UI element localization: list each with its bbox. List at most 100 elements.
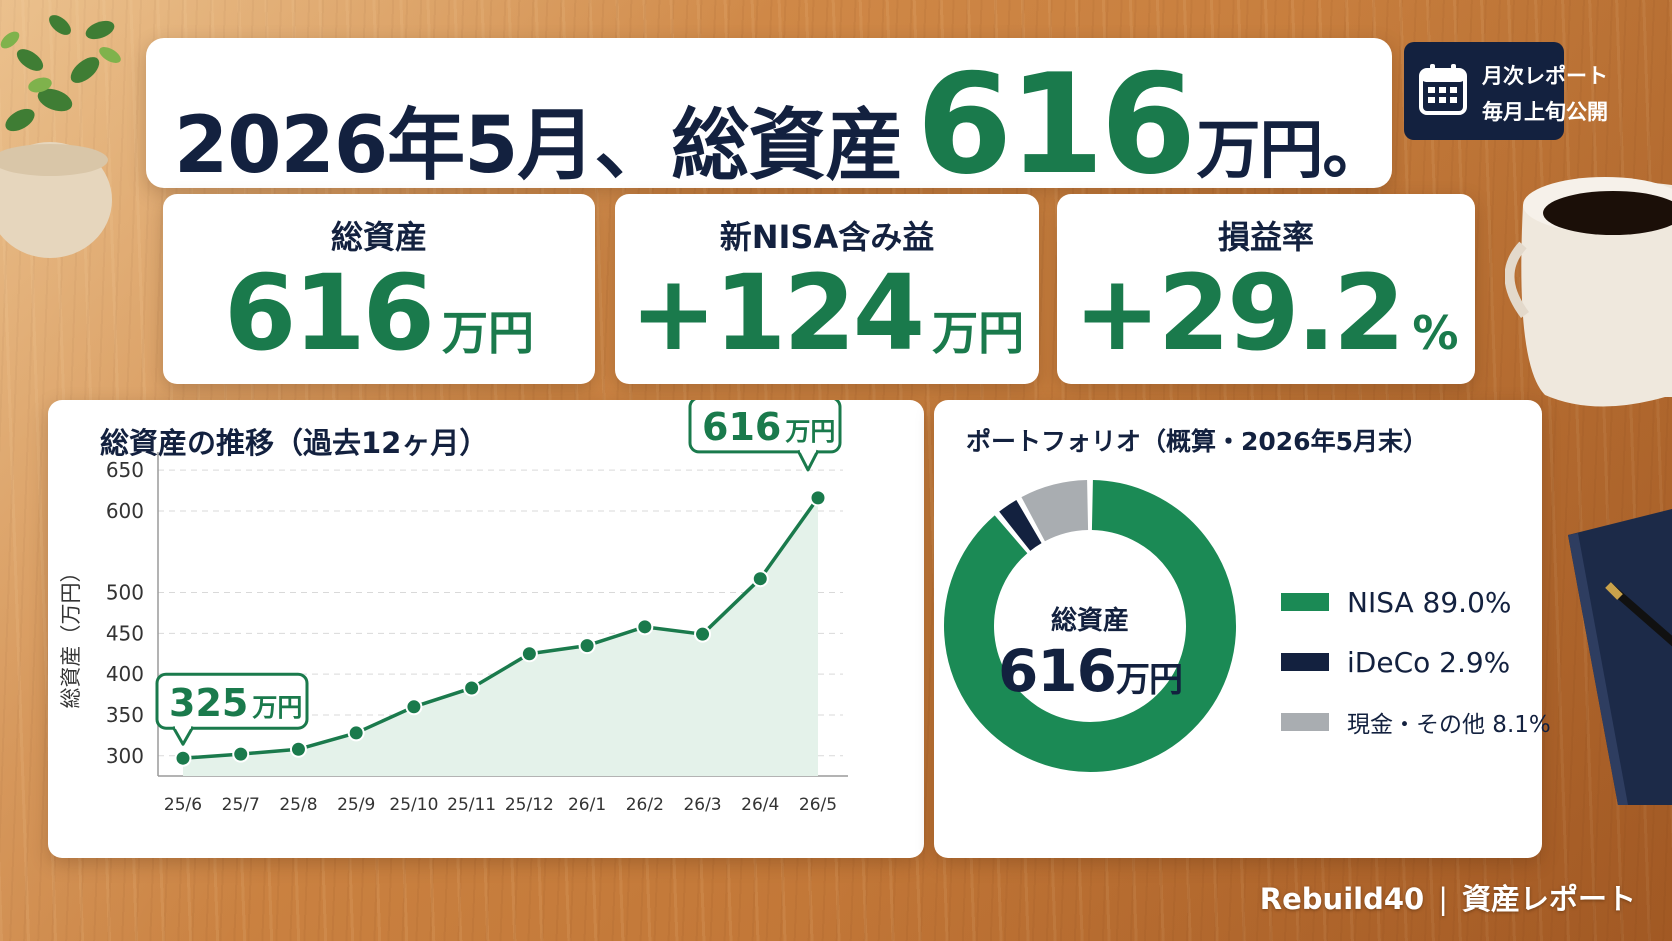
asset-trend-chart: 総資産（万円） 300 350 400 450 500 600 650 25/6 25/7 25/8… bbox=[59, 400, 848, 815]
callout-unit: 万円 bbox=[252, 693, 302, 722]
y-tick-label: 450 bbox=[106, 621, 144, 645]
data-point bbox=[809, 489, 827, 507]
kpi-value: +124 bbox=[629, 252, 925, 374]
calendar-icon bbox=[1419, 64, 1467, 115]
kpi-value: +29.2 bbox=[1073, 252, 1406, 374]
report-badge-line1: 月次レポート bbox=[1482, 64, 1608, 88]
headline-card: 2026年5月、総資産 616万円。 bbox=[146, 38, 1392, 205]
callout-value: 616 bbox=[702, 405, 781, 449]
donut-center-unit: 万円 bbox=[1116, 660, 1183, 700]
report-badge-line2: 毎月上旬公開 bbox=[1482, 100, 1608, 124]
kpi-unit: 万円 bbox=[442, 306, 535, 360]
callout-box bbox=[155, 672, 309, 730]
headline-amount: 616 bbox=[916, 44, 1196, 205]
data-point bbox=[520, 645, 538, 663]
kpi-return-rate: 損益率 +29.2% bbox=[1057, 194, 1475, 384]
data-point bbox=[289, 740, 307, 758]
kpi-nisa-gain: 新NISA含み益 +124 万円 bbox=[615, 194, 1039, 384]
x-tick-label: 26/1 bbox=[568, 795, 606, 815]
callout-unit: 万円 bbox=[785, 417, 835, 446]
y-tick-label: 600 bbox=[106, 499, 144, 523]
y-tick-label: 300 bbox=[106, 744, 144, 768]
kpi-value-row: +29.2% bbox=[1057, 252, 1475, 374]
notebook-decoration bbox=[1568, 509, 1672, 805]
legend-label: 現金・その他 8.1% bbox=[1347, 712, 1551, 738]
portfolio-card: ポートフォリオ（概算・2026年5月末） 総資産 616万円 NISA 89.0… bbox=[934, 400, 1551, 858]
portfolio-title: ポートフォリオ（概算・2026年5月末） bbox=[966, 427, 1428, 456]
kpi-value-row: 616 万円 bbox=[163, 252, 595, 374]
footer: Rebuild40 | 資産レポート bbox=[1260, 876, 1636, 918]
kpi-label: 総資産 bbox=[330, 218, 427, 256]
value-callout: 616 万円 bbox=[688, 400, 842, 472]
legend-item-ideco: iDeCo 2.9% bbox=[1281, 645, 1511, 679]
x-tick-label: 25/11 bbox=[447, 795, 496, 815]
data-point bbox=[347, 724, 365, 742]
kpi-unit: 万円 bbox=[932, 306, 1025, 360]
legend-swatch bbox=[1281, 713, 1329, 731]
callout-tail bbox=[796, 449, 820, 472]
footer-separator: | bbox=[1438, 882, 1448, 916]
donut-center-value-row: 616万円 bbox=[990, 637, 1190, 705]
data-point bbox=[578, 637, 596, 655]
x-tick-label: 26/3 bbox=[683, 795, 721, 815]
footer-section: 資産レポート bbox=[1461, 882, 1636, 916]
legend-label: iDeCo 2.9% bbox=[1347, 645, 1511, 679]
donut-center-label: 総資産 bbox=[1050, 606, 1129, 636]
legend-item-nisa: NISA 89.0% bbox=[1281, 585, 1512, 619]
y-tick-label: 400 bbox=[106, 662, 144, 686]
x-tick-label: 25/8 bbox=[279, 795, 317, 815]
headline-suffix: 万円。 bbox=[1196, 114, 1386, 188]
kpi-value: 616 bbox=[223, 252, 435, 374]
donut-center: 総資産 616万円 bbox=[990, 600, 1190, 705]
y-axis-label: 総資産（万円） bbox=[59, 562, 83, 709]
y-tick-label: 650 bbox=[106, 458, 144, 482]
headline: 2026年5月、総資産 616万円。 bbox=[174, 44, 1386, 205]
kpi-value-row: +124 万円 bbox=[615, 252, 1039, 374]
callout-text: 325 万円 bbox=[169, 681, 302, 725]
footer-brand: Rebuild40 bbox=[1259, 882, 1425, 916]
legend-label: NISA 89.0% bbox=[1347, 585, 1512, 619]
chart-title: 総資産の推移（過去12ヶ月） bbox=[100, 426, 489, 460]
data-point bbox=[405, 698, 423, 716]
y-tick-label: 500 bbox=[106, 581, 144, 605]
headline-prefix: 2026年5月、総資産 bbox=[174, 101, 903, 191]
coffee-mug-decoration bbox=[1505, 177, 1672, 407]
series-line bbox=[182, 496, 820, 760]
x-tick-label: 26/5 bbox=[799, 795, 837, 815]
legend-swatch bbox=[1281, 653, 1329, 671]
kpi-unit: % bbox=[1412, 306, 1459, 360]
data-point bbox=[694, 625, 712, 643]
x-tick-label: 26/4 bbox=[741, 795, 779, 815]
data-point bbox=[232, 745, 250, 763]
donut-center-value: 616 bbox=[997, 637, 1117, 705]
x-tick-label: 25/9 bbox=[337, 795, 375, 815]
x-tick-label: 25/12 bbox=[505, 795, 554, 815]
callout-tail bbox=[171, 725, 195, 746]
callout-box bbox=[688, 400, 842, 454]
x-tick-label: 26/2 bbox=[626, 795, 664, 815]
callout-text: 616 万円 bbox=[702, 405, 835, 449]
portfolio-donut-chart bbox=[944, 480, 1236, 772]
legend-item-cash: 現金・その他 8.1% bbox=[1281, 707, 1551, 738]
donut-slice-現金・その他 bbox=[1021, 480, 1089, 542]
asset-trend-card: 総資産の推移（過去12ヶ月） 総資産（万円） 300 350 400 450 500 600… bbox=[48, 400, 924, 858]
data-point bbox=[463, 679, 481, 697]
value-callout: 325 万円 bbox=[155, 672, 309, 746]
area-fill bbox=[183, 497, 818, 776]
x-tick-label: 25/7 bbox=[222, 795, 260, 815]
kpi-label: 新NISA含み益 bbox=[719, 218, 935, 256]
legend-swatch bbox=[1281, 593, 1329, 611]
callout-value: 325 bbox=[169, 681, 248, 725]
kpi-total-assets: 総資産 616 万円 bbox=[163, 194, 595, 384]
data-point bbox=[636, 618, 654, 636]
y-tick-label: 350 bbox=[106, 703, 144, 727]
data-point bbox=[174, 749, 192, 767]
donut-slice-NISA bbox=[944, 480, 1236, 772]
x-tick-label: 25/6 bbox=[164, 795, 202, 815]
data-point bbox=[751, 570, 769, 588]
x-tick-label: 25/10 bbox=[389, 795, 438, 815]
plant-decoration bbox=[0, 15, 121, 258]
report-badge: 月次レポート 毎月上旬公開 bbox=[1404, 42, 1608, 140]
donut-slice-iDeCo bbox=[999, 499, 1042, 552]
